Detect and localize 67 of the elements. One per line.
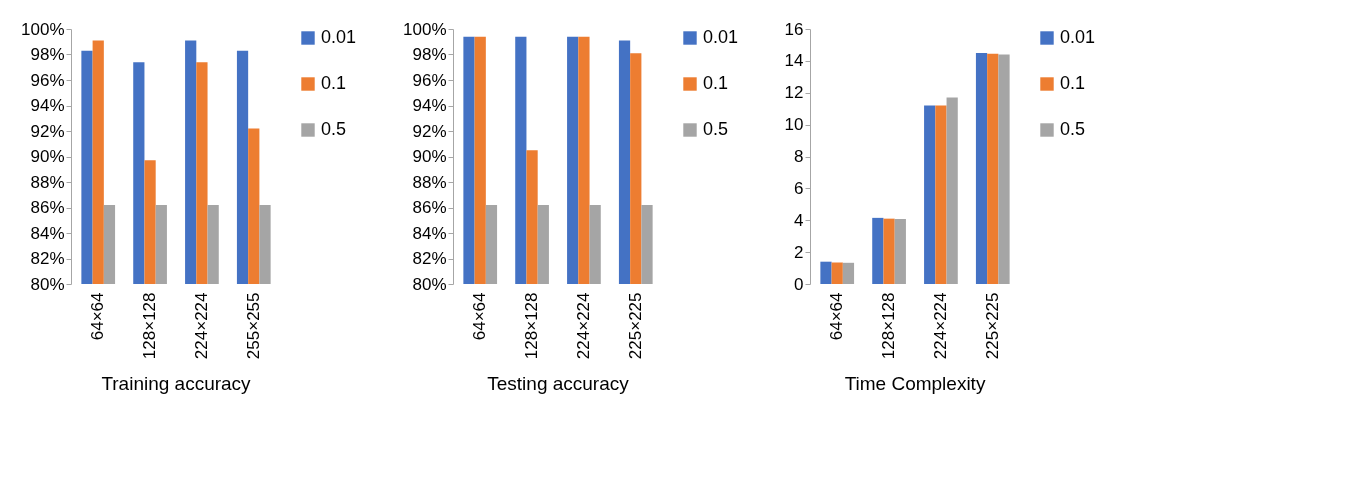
legend-label: 0.1: [321, 73, 347, 93]
bar: [894, 218, 906, 284]
y-tick-label: 8: [794, 147, 804, 166]
y-tick-label: 94%: [30, 96, 65, 115]
y-tick-label: 92%: [30, 121, 65, 141]
x-tick-label: 64×64: [827, 292, 847, 341]
y-tick-label: 92%: [412, 121, 447, 141]
y-tick-label: 14: [784, 51, 804, 71]
y-tick-label: 88%: [30, 172, 65, 192]
text: Training accuracy: [101, 372, 252, 394]
bar: [842, 262, 855, 284]
y-tick-label: 4: [794, 210, 804, 230]
y-tick-label: 96%: [412, 70, 447, 90]
y-tick-label: 82%: [412, 249, 447, 268]
y-tick-label: 86%: [30, 198, 65, 217]
bar: [883, 218, 895, 284]
x-tick-label: 128×128: [879, 292, 899, 360]
text: Testing accuracy: [487, 372, 630, 394]
y-tick-label: 80%: [412, 274, 447, 294]
legend-label: 0.1: [1060, 73, 1086, 93]
y-tick-label: 100%: [403, 19, 447, 39]
y-tick-label: 10: [784, 115, 804, 135]
y-tick-label: 98%: [412, 45, 447, 64]
bar: [820, 261, 832, 284]
bar: [975, 52, 988, 284]
y-tick-label: 90%: [412, 147, 447, 166]
bar: [935, 105, 947, 284]
y-tick-label: 86%: [412, 198, 447, 217]
y-tick-label: 6: [794, 178, 804, 198]
y-tick-label: 12: [784, 83, 804, 103]
x-tick-label: 224×224: [573, 292, 593, 360]
x-tick-label: 255×255: [243, 292, 263, 360]
y-tick-label: 98%: [30, 45, 65, 64]
y-tick-label: 82%: [30, 249, 65, 268]
y-tick-label: 100%: [21, 19, 65, 39]
x-tick-label: 128×128: [140, 292, 160, 360]
legend-label: 0.01: [703, 27, 739, 47]
y-tick-label: 84%: [30, 223, 65, 243]
y-tick-label: 94%: [412, 96, 447, 115]
bar: [924, 105, 936, 284]
y-tick-label: 0: [794, 274, 804, 294]
y-tick-label: 80%: [30, 274, 65, 294]
y-tick-label: 88%: [412, 172, 447, 192]
bar: [872, 217, 884, 284]
legend-label: 0.5: [1060, 119, 1086, 139]
y-tick-label: 2: [794, 242, 804, 262]
x-tick-label: 225×225: [982, 292, 1002, 360]
y-tick-label: 16: [784, 19, 804, 39]
bar: [998, 54, 1010, 284]
legend-label: 0.01: [1060, 27, 1096, 47]
legend-label: 0.5: [703, 119, 729, 139]
x-tick-label: 64×64: [88, 292, 108, 341]
legend-label: 0.01: [321, 27, 357, 47]
x-tick-label: 224×224: [191, 292, 211, 360]
x-tick-label: 128×128: [522, 292, 542, 360]
y-tick-label: 84%: [412, 223, 447, 243]
y-tick-label: 90%: [30, 147, 65, 166]
legend-label: 0.1: [703, 73, 729, 93]
bar: [831, 262, 843, 284]
x-tick-label: 64×64: [470, 292, 490, 341]
x-tick-label: 225×225: [625, 292, 645, 360]
legend-label: 0.5: [321, 119, 347, 139]
y-tick-label: 96%: [30, 70, 65, 90]
bar: [946, 97, 958, 284]
text: Time Complexity: [844, 372, 986, 394]
bar: [987, 53, 999, 284]
x-tick-label: 224×224: [930, 292, 950, 360]
